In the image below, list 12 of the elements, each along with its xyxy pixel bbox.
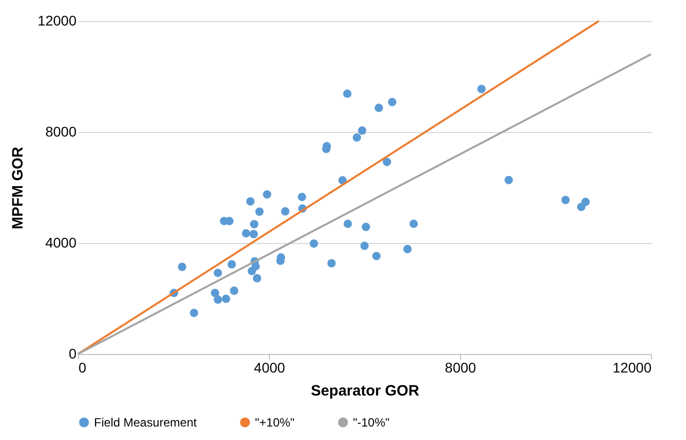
- x-tick-label: 8000: [444, 360, 476, 376]
- x-tick-label: 4000: [254, 360, 286, 376]
- legend-label: Field Measurement: [94, 415, 198, 430]
- y-tick-label: 0: [68, 346, 77, 362]
- y-axis-title: MPFM GOR: [10, 146, 27, 230]
- y-tick-label: 4000: [45, 234, 77, 250]
- legend-label: "-10%": [353, 415, 390, 430]
- y-tick-label: 12000: [38, 12, 77, 28]
- y-tick-label: 8000: [45, 124, 77, 140]
- x-tick-label: 12000: [612, 360, 652, 376]
- legend-label: "+10%": [255, 415, 295, 430]
- x-axis-title: Separator GOR: [310, 382, 420, 400]
